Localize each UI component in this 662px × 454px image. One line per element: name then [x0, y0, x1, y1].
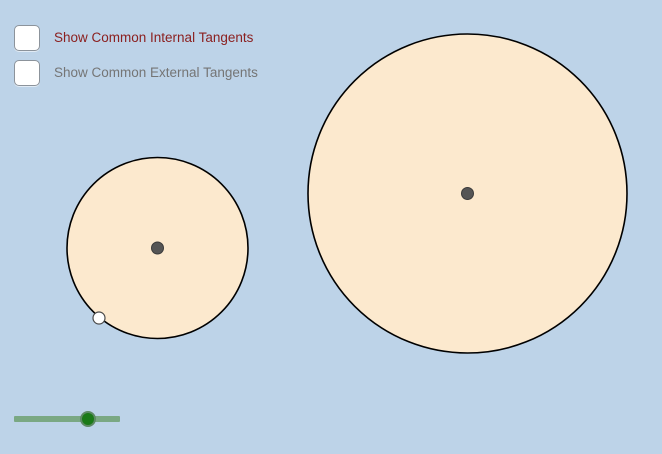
- checkbox-show-common-internal-tangents[interactable]: [14, 25, 40, 51]
- small-circle-center-point[interactable]: [151, 241, 164, 255]
- slider-track[interactable]: [14, 416, 120, 422]
- slider-handle[interactable]: [80, 411, 97, 427]
- radius-slider[interactable]: [14, 410, 120, 428]
- large-circle-center-point[interactable]: [461, 187, 474, 200]
- checkbox-label-internal-tangents: Show Common Internal Tangents: [54, 30, 254, 46]
- checkbox-row-external-tangents[interactable]: Show Common External Tangents: [14, 60, 258, 86]
- checkbox-show-common-external-tangents[interactable]: [14, 60, 40, 86]
- small-circle-radius-drag-point[interactable]: [92, 311, 106, 325]
- checkbox-label-external-tangents: Show Common External Tangents: [54, 65, 258, 81]
- checkbox-row-internal-tangents[interactable]: Show Common Internal Tangents: [14, 25, 253, 51]
